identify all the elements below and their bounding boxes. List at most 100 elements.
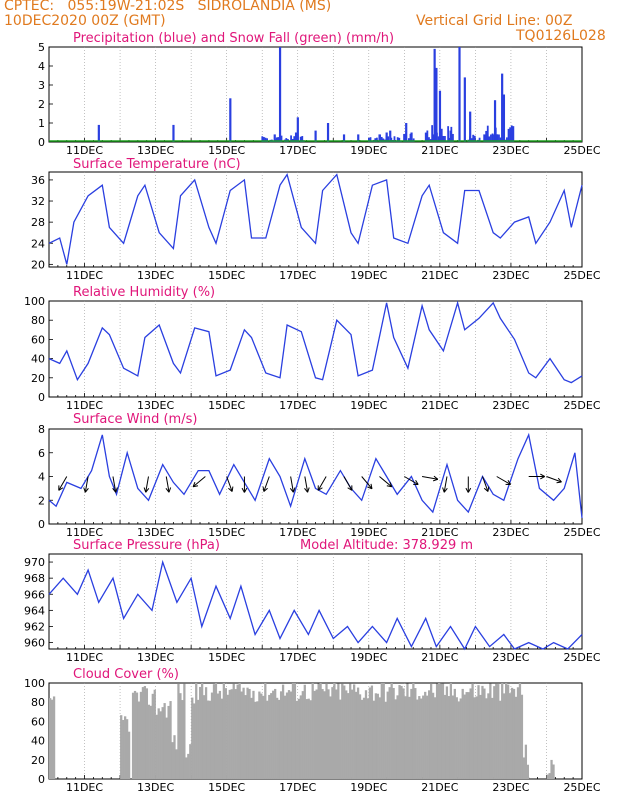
cloud-bar	[291, 683, 295, 779]
cloud-bar	[155, 714, 158, 779]
precip-bar	[398, 137, 401, 142]
precip-bar	[390, 137, 393, 142]
wind-vector	[546, 476, 562, 483]
cloud-bar	[274, 688, 277, 779]
cloud-bar	[283, 695, 287, 779]
wind-vector	[379, 476, 393, 488]
cloud-bar	[380, 683, 383, 779]
x-tick-label: 11DEC	[66, 144, 103, 157]
wind-vector-head	[507, 479, 512, 485]
wind-vector	[112, 476, 117, 493]
precip-bar	[440, 128, 443, 142]
cloud-bar	[499, 700, 502, 779]
cloud-bar	[276, 697, 279, 779]
x-tick-label: 13DEC	[137, 781, 174, 794]
precip-bar	[387, 136, 389, 142]
cloud-bar	[349, 683, 352, 779]
x-tick-label: 13DEC	[137, 399, 174, 412]
y-tick-label: 28	[31, 216, 45, 229]
precip-bar	[97, 124, 100, 142]
x-tick-label: 21DEC	[421, 781, 458, 794]
precip-bar	[278, 47, 282, 142]
cloud-bar	[429, 683, 433, 779]
precip-bar	[405, 123, 408, 142]
cloud-bar	[341, 683, 344, 779]
cloud-bar	[386, 691, 389, 779]
cloud-bar	[246, 687, 249, 779]
cloud-bar	[272, 690, 275, 779]
series-line	[48, 300, 583, 384]
y-tick-label: 20	[31, 372, 45, 385]
cloud-bar	[396, 695, 399, 779]
cloud-bar	[428, 690, 431, 779]
x-tick-label: 25DEC	[563, 399, 600, 412]
cloud-bar	[212, 684, 216, 779]
cloud-bar	[473, 697, 476, 779]
cloud-bar	[410, 688, 413, 779]
y-tick-label: 36	[31, 174, 45, 187]
y-tick-label: 80	[31, 314, 45, 327]
precip-bar	[294, 132, 298, 142]
wind-vector	[404, 476, 419, 485]
precip-bar	[374, 138, 377, 142]
y-tick-label: 960	[24, 637, 45, 650]
x-tick-label: 15DEC	[208, 651, 245, 664]
cloud-bar	[214, 683, 218, 779]
cloud-bar	[335, 689, 338, 779]
precip-bar	[285, 138, 288, 142]
cloud-bar	[469, 688, 472, 779]
cloud-bar	[461, 688, 464, 779]
precip-bar	[493, 100, 497, 142]
precip-bar	[509, 127, 512, 142]
cloud-bar	[169, 701, 172, 779]
cloud-bar	[185, 757, 188, 779]
cloud-bar	[248, 688, 251, 779]
wind-vector	[496, 476, 511, 485]
cloud-bar	[546, 774, 549, 779]
precip-bar	[426, 130, 429, 142]
y-tick-label: 100	[24, 677, 45, 690]
x-tick-label: 15DEC	[208, 526, 245, 539]
wind-vector	[304, 476, 309, 493]
precip-bar	[229, 98, 232, 142]
precip-bar	[403, 133, 405, 142]
wind-vector	[192, 476, 206, 488]
cloud-bar	[287, 690, 291, 779]
wind-vector-head	[165, 488, 170, 493]
precip-bar	[314, 130, 317, 142]
x-tick-label: 21DEC	[421, 399, 458, 412]
cloud-bar	[339, 699, 342, 779]
cloud-bar	[149, 705, 152, 779]
wind-vector-head	[58, 487, 64, 491]
cloud-bar	[463, 694, 466, 779]
cloud-bar	[254, 701, 257, 779]
cloud-bar	[552, 764, 555, 779]
cloud-bar	[435, 683, 439, 779]
cloud-bar	[382, 683, 385, 779]
precip-bar	[507, 128, 510, 142]
cloud-bar	[416, 699, 419, 779]
y-tick-label: 0	[38, 518, 45, 531]
wind-vector-head	[443, 488, 448, 493]
y-tick-label: 962	[24, 620, 45, 633]
cloud-bar	[315, 689, 318, 779]
y-tick-label: 5	[38, 41, 45, 54]
cloud-bar	[358, 694, 362, 779]
cloud-bar	[161, 707, 164, 779]
precip-bar	[493, 134, 496, 142]
series-line	[48, 559, 583, 651]
cloud-bar	[201, 683, 204, 779]
panel-title: Surface Pressure (hPa)	[73, 538, 220, 553]
wind-vector-head	[367, 486, 373, 490]
wind-vector-head	[241, 487, 245, 493]
cloud-bar	[516, 687, 520, 779]
cloud-bar	[477, 685, 480, 779]
cloud-bar	[52, 696, 56, 779]
cloud-bar	[177, 683, 180, 779]
cloud-bar	[173, 735, 176, 779]
cloud-bar	[422, 695, 425, 779]
cloud-bar	[550, 759, 553, 779]
precip-bar	[396, 137, 399, 142]
cloud-bar	[505, 683, 508, 779]
cloud-bar	[406, 683, 409, 779]
